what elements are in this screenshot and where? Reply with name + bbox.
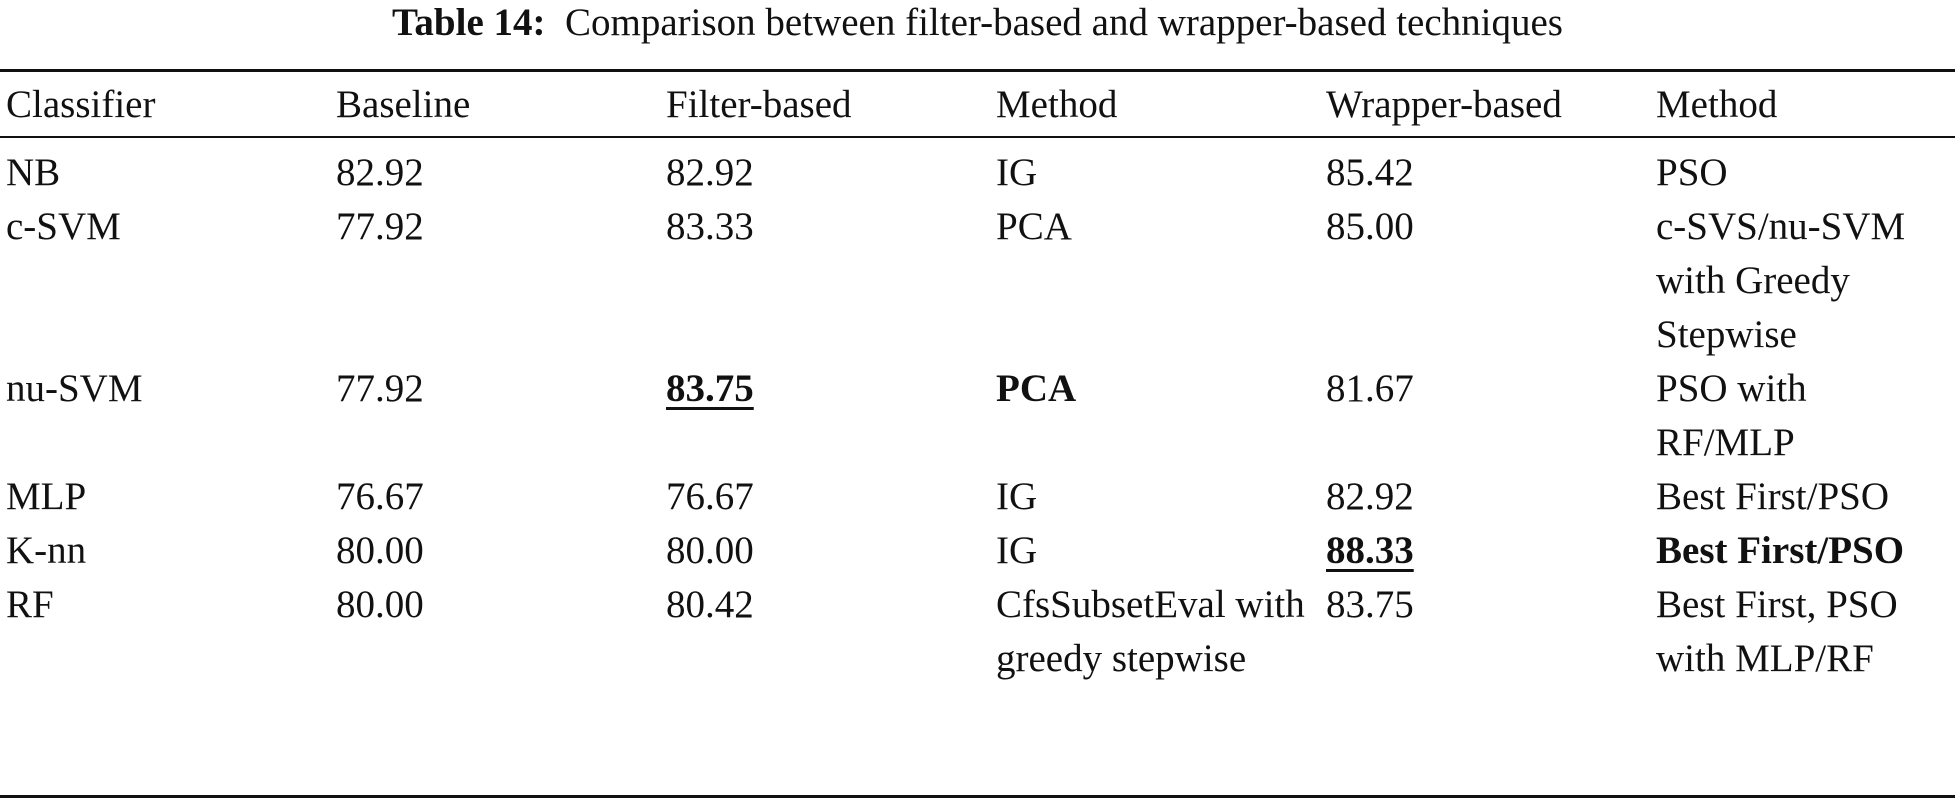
bottom-rule bbox=[0, 795, 1955, 798]
cell-classifier: NB bbox=[6, 151, 61, 194]
cell-baseline: 80.00 bbox=[336, 583, 424, 626]
cell-baseline: 76.67 bbox=[336, 475, 424, 518]
cell-wrapper-method: PSO bbox=[1656, 151, 1728, 194]
header-rule bbox=[0, 136, 1955, 138]
cell-filter-based: 80.42 bbox=[666, 583, 754, 626]
header-classifier: Classifier bbox=[6, 83, 156, 126]
cell-classifier: K-nn bbox=[6, 529, 87, 572]
cell-filter-method: CfsSubsetEval with greedy stepwise bbox=[996, 583, 1305, 680]
cell-filter-method: IG bbox=[996, 151, 1038, 194]
cell-wrapper-based: 85.00 bbox=[1326, 205, 1414, 248]
table-caption-text: Comparison between filter-based and wrap… bbox=[565, 1, 1563, 44]
table-caption: Table 14: Comparison between filter-base… bbox=[0, 0, 1955, 56]
header-row: Classifier Baseline Filter-based Method … bbox=[0, 72, 1955, 138]
cell-filter-based: 76.67 bbox=[666, 475, 754, 518]
header-wrapper-based: Wrapper-based bbox=[1326, 83, 1562, 126]
cell-filter-method: IG bbox=[996, 475, 1038, 518]
table-row: RF 80.00 80.42 CfsSubsetEval with greedy… bbox=[0, 578, 1955, 686]
cell-wrapper-based: 82.92 bbox=[1326, 475, 1414, 518]
table-row: K-nn 80.00 80.00 IG 88.33 Best First/PSO bbox=[0, 524, 1955, 578]
cell-baseline: 77.92 bbox=[336, 367, 424, 410]
cell-classifier: MLP bbox=[6, 475, 87, 518]
table-row: MLP 76.67 76.67 IG 82.92 Best First/PSO bbox=[0, 470, 1955, 524]
cell-classifier: RF bbox=[6, 583, 54, 626]
cell-filter-based: 83.33 bbox=[666, 205, 754, 248]
best-wrapper-score: 88.33 bbox=[1326, 529, 1414, 572]
cell-wrapper-based: 81.67 bbox=[1326, 367, 1414, 410]
table-row: nu-SVM 77.92 83.75 PCA 81.67 PSO with RF… bbox=[0, 362, 1955, 470]
comparison-table: Classifier Baseline Filter-based Method … bbox=[0, 72, 1955, 686]
cell-wrapper-method: PSO with RF/MLP bbox=[1656, 367, 1807, 464]
cell-filter-method: PCA bbox=[990, 362, 1320, 470]
cell-filter-method: IG bbox=[996, 529, 1038, 572]
cell-wrapper-method: Best First/PSO bbox=[1650, 524, 1955, 578]
cell-baseline: 80.00 bbox=[336, 529, 424, 572]
cell-wrapper-method: Best First, PSO with MLP/RF bbox=[1656, 583, 1898, 680]
header-filter-method: Method bbox=[996, 83, 1118, 126]
cell-wrapper-method: c-SVS/nu-SVM with Greedy Stepwise bbox=[1656, 205, 1906, 356]
table-caption-label: Table 14: bbox=[391, 1, 546, 44]
header-wrapper-method: Method bbox=[1656, 83, 1778, 126]
best-filter-method: PCA bbox=[996, 367, 1077, 410]
best-filter-score: 83.75 bbox=[666, 367, 754, 410]
cell-wrapper-method: Best First/PSO bbox=[1656, 475, 1889, 518]
cell-filter-method: PCA bbox=[996, 205, 1072, 248]
cell-classifier: nu-SVM bbox=[6, 367, 143, 410]
table-row: NB 82.92 82.92 IG 85.42 PSO bbox=[0, 138, 1955, 200]
table-row: c-SVM 77.92 83.33 PCA 85.00 c-SVS/nu-SVM… bbox=[0, 200, 1955, 362]
cell-filter-based: 80.00 bbox=[666, 529, 754, 572]
cell-classifier: c-SVM bbox=[6, 205, 121, 248]
header-filter-based: Filter-based bbox=[666, 83, 852, 126]
cell-filter-based: 83.75 bbox=[660, 362, 990, 470]
cell-filter-based: 82.92 bbox=[666, 151, 754, 194]
cell-wrapper-based: 85.42 bbox=[1326, 151, 1414, 194]
cell-baseline: 77.92 bbox=[336, 205, 424, 248]
cell-baseline: 82.92 bbox=[336, 151, 424, 194]
top-rule bbox=[0, 69, 1955, 72]
best-wrapper-method: Best First/PSO bbox=[1656, 529, 1905, 572]
cell-wrapper-based: 88.33 bbox=[1320, 524, 1650, 578]
cell-wrapper-based: 83.75 bbox=[1326, 583, 1414, 626]
header-baseline: Baseline bbox=[336, 83, 471, 126]
